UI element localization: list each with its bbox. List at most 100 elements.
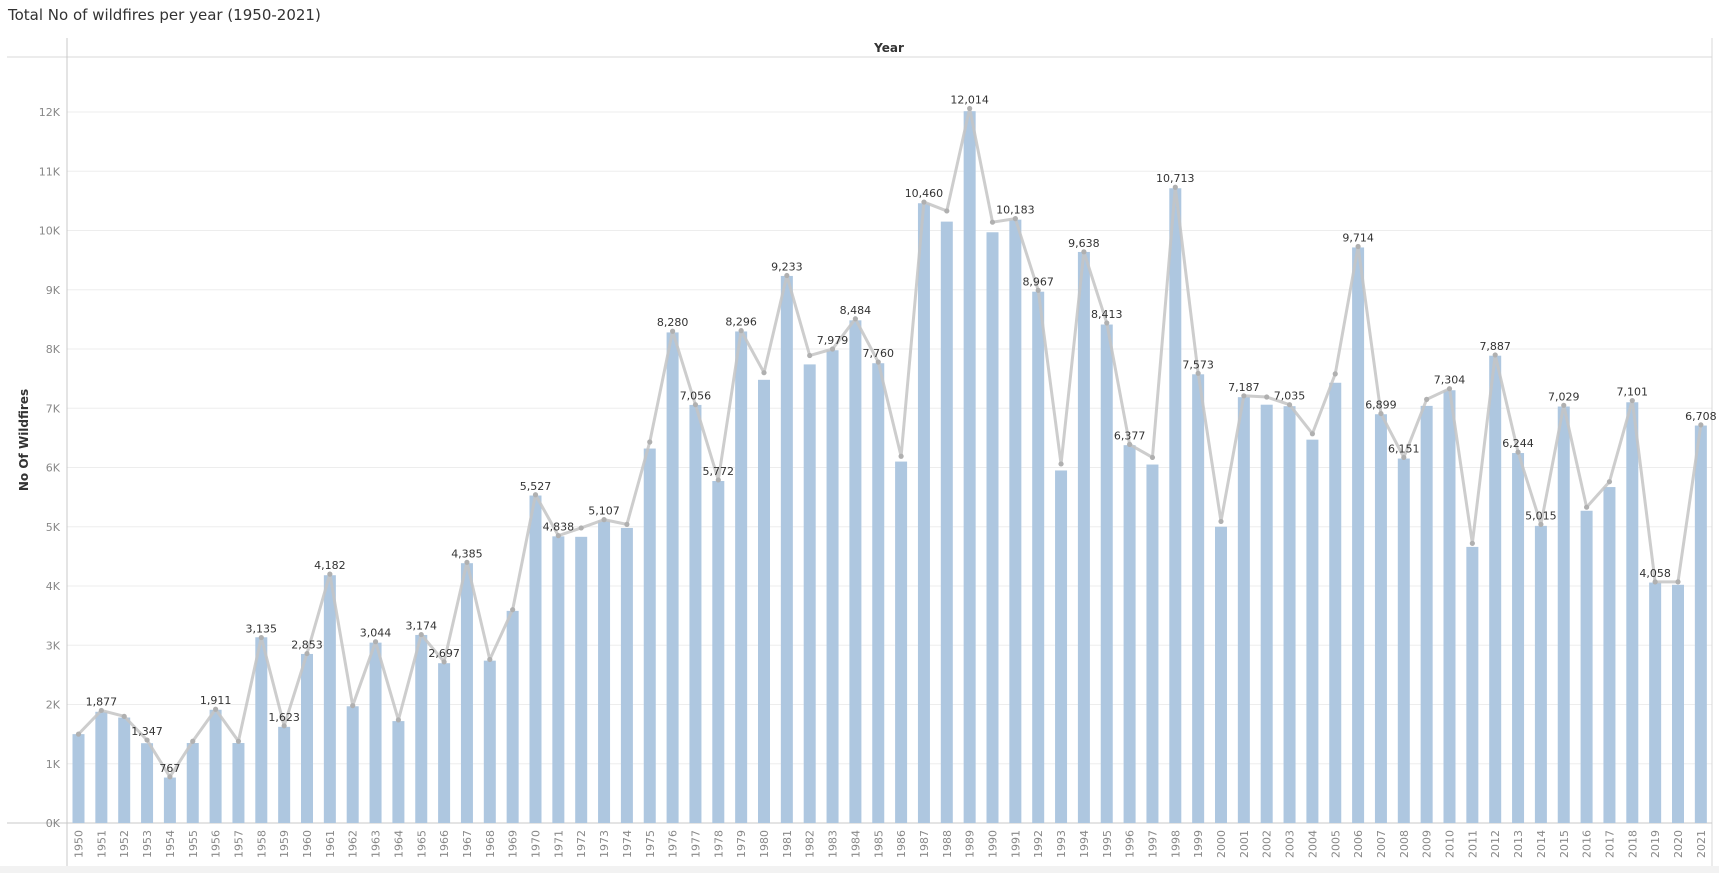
bar[interactable] [1237, 397, 1250, 823]
bar[interactable] [1603, 487, 1616, 823]
bar[interactable] [141, 743, 154, 823]
x-tick-label: 1989 [964, 830, 977, 858]
data-label: 8,967 [1022, 275, 1054, 288]
trend-point [1561, 402, 1567, 408]
bar[interactable] [1489, 355, 1502, 823]
bar[interactable] [940, 221, 953, 824]
bar[interactable] [1466, 546, 1479, 823]
bar[interactable] [1032, 291, 1045, 823]
bar[interactable] [1009, 219, 1022, 824]
bar[interactable] [872, 363, 885, 823]
bar[interactable] [1374, 414, 1387, 823]
bar[interactable] [803, 364, 816, 823]
bar[interactable] [438, 663, 451, 823]
bar[interactable] [735, 331, 748, 823]
bar[interactable] [712, 481, 725, 823]
bar[interactable] [598, 520, 611, 823]
bar[interactable] [72, 734, 85, 823]
bar[interactable] [1512, 453, 1525, 823]
bar[interactable] [346, 706, 359, 823]
bar[interactable] [323, 575, 336, 823]
trend-point [510, 607, 516, 613]
bar[interactable] [643, 448, 656, 823]
bar[interactable] [1100, 324, 1113, 823]
trend-point [967, 105, 973, 112]
x-tick-label: 2009 [1421, 830, 1434, 858]
bar[interactable] [460, 563, 473, 823]
bar[interactable] [689, 404, 702, 823]
x-tick-label: 1954 [164, 830, 177, 858]
data-label: 9,638 [1068, 237, 1100, 250]
bar[interactable] [483, 660, 496, 823]
x-tick-label: 2012 [1489, 830, 1502, 858]
bar[interactable] [1146, 464, 1159, 823]
bar[interactable] [1077, 251, 1090, 824]
bar[interactable] [506, 610, 519, 823]
x-tick-label: 1953 [141, 830, 154, 858]
bar[interactable] [1306, 439, 1319, 823]
bar[interactable] [1626, 402, 1639, 823]
trend-point [1355, 243, 1361, 250]
x-tick-label: 1997 [1146, 830, 1159, 858]
x-tick-label: 1991 [1009, 830, 1022, 858]
bar[interactable] [1055, 470, 1068, 823]
bar[interactable] [95, 711, 108, 823]
bar[interactable] [552, 536, 565, 823]
bar[interactable] [1352, 247, 1365, 823]
bar[interactable] [575, 536, 588, 823]
bar[interactable] [392, 721, 405, 823]
trend-point [1149, 454, 1156, 461]
data-label: 9,233 [771, 261, 803, 274]
x-tick-label: 1967 [461, 830, 474, 858]
bar[interactable] [1397, 458, 1410, 823]
trend-point [1629, 397, 1635, 404]
bar[interactable] [232, 743, 245, 823]
data-label: 6,377 [1114, 429, 1146, 442]
bar[interactable] [301, 653, 313, 823]
bar[interactable] [1283, 406, 1296, 823]
bar[interactable] [963, 111, 976, 823]
bar[interactable] [278, 726, 291, 823]
bar[interactable] [255, 637, 268, 823]
bar[interactable] [1672, 584, 1684, 823]
bar[interactable] [163, 777, 176, 823]
bar[interactable] [529, 495, 542, 823]
bar[interactable] [415, 634, 428, 823]
trend-polyline [77, 106, 1703, 779]
bar[interactable] [209, 709, 222, 823]
trend-point [1172, 184, 1178, 190]
bar[interactable] [118, 717, 131, 823]
bar[interactable] [1169, 188, 1182, 823]
bar[interactable] [1534, 525, 1547, 823]
bar[interactable] [1123, 445, 1136, 823]
bar[interactable] [186, 743, 199, 823]
bar[interactable] [1215, 526, 1227, 823]
bar[interactable] [1420, 405, 1433, 823]
trend-point [647, 439, 653, 445]
x-tick-label: 1950 [73, 830, 86, 858]
bar[interactable] [1329, 382, 1342, 823]
bar[interactable] [1557, 406, 1570, 823]
bar[interactable] [917, 203, 930, 823]
bar[interactable] [1443, 390, 1456, 823]
bar[interactable] [986, 232, 999, 824]
bar[interactable] [849, 320, 862, 823]
bar[interactable] [620, 527, 633, 823]
x-tick-label: 1951 [95, 830, 108, 858]
bar[interactable] [826, 350, 839, 823]
bar[interactable] [758, 379, 770, 823]
bar[interactable] [369, 642, 382, 823]
bar[interactable] [895, 461, 908, 823]
bar[interactable] [1649, 582, 1662, 823]
bar[interactable] [1580, 510, 1593, 823]
bar[interactable] [780, 275, 793, 823]
bar[interactable] [1192, 374, 1205, 823]
bar[interactable] [1694, 425, 1707, 823]
bar[interactable] [1260, 404, 1273, 823]
x-tick-label: 1959 [278, 830, 291, 858]
x-tick-label: 1982 [804, 830, 817, 858]
bottom-scroll-strip [0, 866, 1719, 873]
trend-point [898, 453, 904, 459]
trend-point [670, 328, 676, 334]
bar[interactable] [666, 332, 679, 823]
